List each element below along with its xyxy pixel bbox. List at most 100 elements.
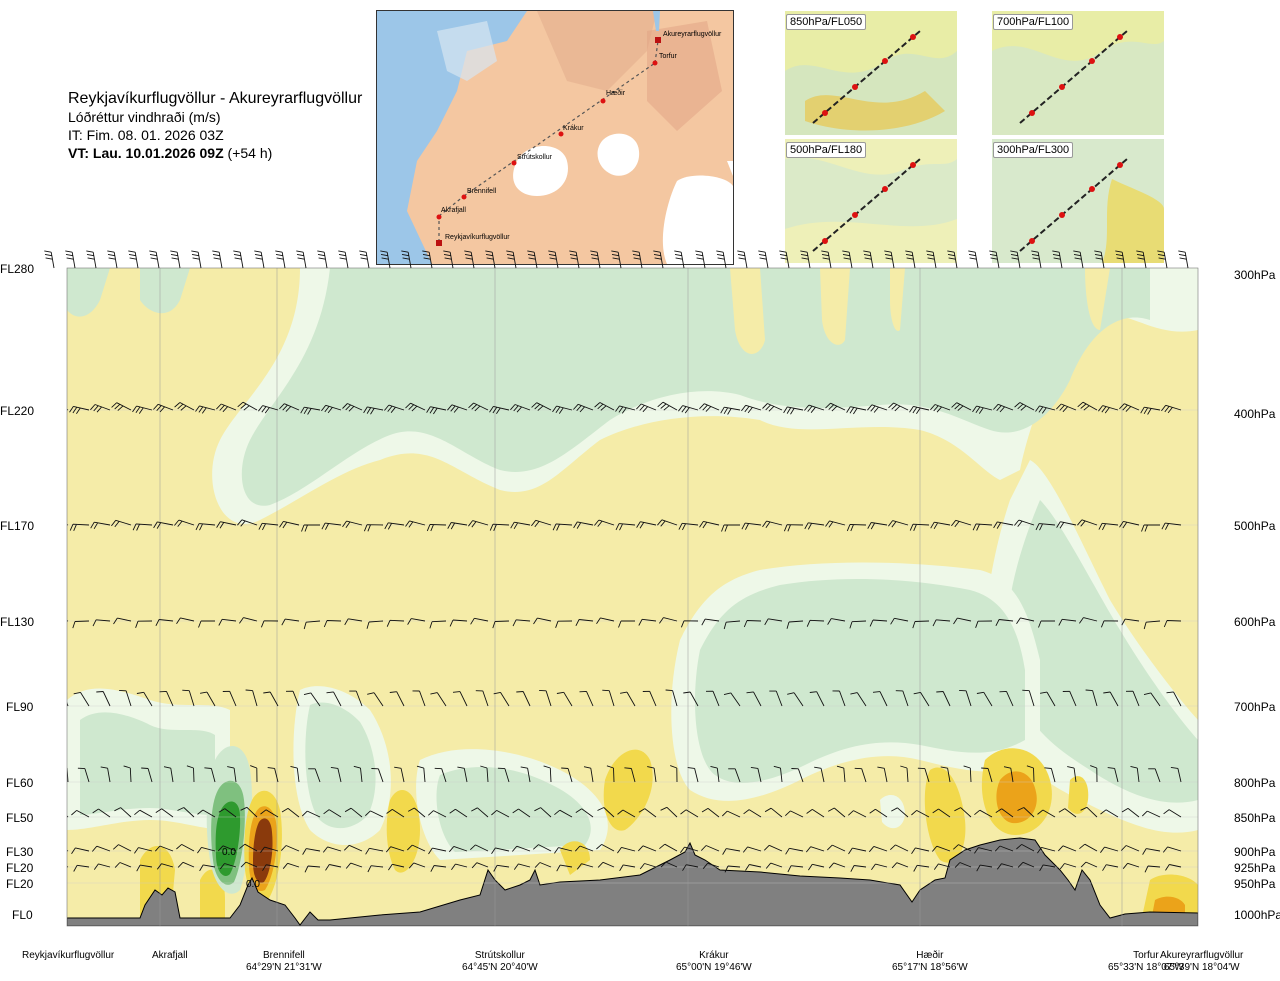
- wind-barb: [615, 523, 636, 531]
- wind-barb: [429, 620, 447, 629]
- wind-barb: [699, 403, 720, 412]
- wind-barb: [90, 404, 111, 413]
- wind-barb: [516, 691, 531, 707]
- wind-barb: [219, 863, 237, 870]
- wind-barb: [471, 862, 489, 869]
- station-label: Akrafjall: [152, 950, 188, 961]
- wind-barb: [469, 844, 489, 852]
- wind-barb: [561, 767, 573, 783]
- wind-barb: [805, 846, 825, 853]
- wind-barb: [989, 250, 1000, 269]
- wind-barb: [597, 861, 615, 868]
- wind-barb: [1059, 863, 1077, 870]
- wind-barb: [154, 845, 174, 852]
- wind-barb: [974, 809, 993, 818]
- wind-barb: [785, 847, 804, 855]
- wind-barb: [687, 767, 699, 783]
- wind-barb: [850, 865, 867, 872]
- wind-barb: [113, 617, 132, 625]
- wind-barb: [905, 250, 916, 269]
- wind-barb: [1141, 524, 1160, 532]
- wind-barb: [1094, 250, 1105, 269]
- wind-barb: [913, 864, 930, 872]
- wind-barb: [237, 519, 258, 527]
- wind-barb: [1062, 690, 1077, 707]
- wind-barb: [710, 765, 720, 783]
- thumbnail-label: 850hPa/FL050: [786, 14, 867, 30]
- wind-barb: [1163, 620, 1182, 628]
- wind-barb: [134, 809, 153, 818]
- wind-barb: [92, 808, 111, 818]
- wind-barb: [784, 810, 804, 818]
- wind-barb: [216, 403, 237, 413]
- wind-barb: [680, 846, 699, 853]
- wind-barb: [427, 810, 447, 818]
- wind-barb: [1140, 406, 1161, 415]
- wind-barb: [854, 767, 867, 783]
- wind-barb: [114, 862, 132, 868]
- wind-barb: [933, 863, 951, 870]
- wind-barb: [258, 405, 279, 414]
- wind-barb: [981, 767, 993, 783]
- wind-barb: [554, 809, 573, 818]
- wind-barb: [449, 619, 468, 627]
- wind-barb: [636, 403, 657, 413]
- wind-barb: [279, 403, 300, 412]
- wind-barb: [1142, 848, 1161, 855]
- wind-barb: [638, 618, 657, 626]
- wind-barb: [1162, 846, 1182, 853]
- wind-barb: [1122, 862, 1140, 869]
- wind-barb: [953, 617, 972, 625]
- wind-barb: [263, 691, 279, 707]
- thumbnail-300hpa[interactable]: 300hPa/FL300: [992, 139, 1164, 263]
- wind-barb: [954, 862, 972, 868]
- thumbnail-700hpa[interactable]: 700hPa/FL100: [992, 11, 1164, 135]
- wind-barb: [888, 402, 909, 412]
- chart-title: Reykjavíkurflugvöllur - Akureyrarflugvöl…: [68, 90, 363, 107]
- top-wind-barbs: [44, 250, 1189, 269]
- wind-barb: [491, 847, 510, 854]
- wind-barb: [877, 766, 888, 783]
- wind-barb: [1121, 618, 1140, 626]
- wind-barb: [737, 250, 748, 269]
- wind-barb: [1166, 691, 1182, 707]
- wind-barb: [407, 807, 426, 818]
- wind-barb: [814, 766, 825, 783]
- wind-barb: [449, 808, 468, 818]
- wind-barb: [723, 620, 741, 630]
- wind-barb: [999, 690, 1014, 707]
- wind-barb: [136, 691, 153, 707]
- wind-barb: [1120, 845, 1140, 852]
- wind-barb: [579, 690, 594, 707]
- wind-barb: [217, 845, 237, 852]
- wind-barb: [119, 689, 132, 707]
- wind-barb: [912, 620, 930, 629]
- thumbnail-850hpa[interactable]: 850hPa/FL050: [785, 11, 957, 135]
- wind-barb: [91, 845, 111, 852]
- wind-barb: [1057, 845, 1077, 852]
- wind-barb: [700, 845, 720, 852]
- wind-barb: [163, 766, 174, 783]
- fl-label: FL50: [6, 811, 34, 825]
- wind-barb: [428, 847, 447, 855]
- fl-label: FL220: [0, 404, 35, 418]
- wind-barb: [954, 807, 972, 818]
- wind-barb: [416, 765, 426, 783]
- wind-barb: [653, 250, 664, 269]
- wind-barb: [642, 690, 657, 707]
- station-label: Reykjavíkurflugvöllur: [22, 950, 115, 961]
- wind-barb: [721, 810, 741, 818]
- wind-barb: [917, 767, 930, 783]
- thumbnail-500hpa[interactable]: 500hPa/FL180: [785, 139, 957, 263]
- wind-barb: [73, 691, 90, 707]
- wind-barb: [539, 689, 552, 707]
- wind-barb: [342, 520, 363, 528]
- wind-barb: [746, 691, 762, 707]
- wind-barb: [556, 691, 573, 707]
- wind-barb: [1085, 689, 1098, 707]
- wind-barb: [846, 523, 867, 532]
- wind-barb: [573, 521, 594, 529]
- wind-barb: [1056, 521, 1077, 529]
- wind-barb: [804, 404, 825, 413]
- wind-barb: [1103, 691, 1119, 707]
